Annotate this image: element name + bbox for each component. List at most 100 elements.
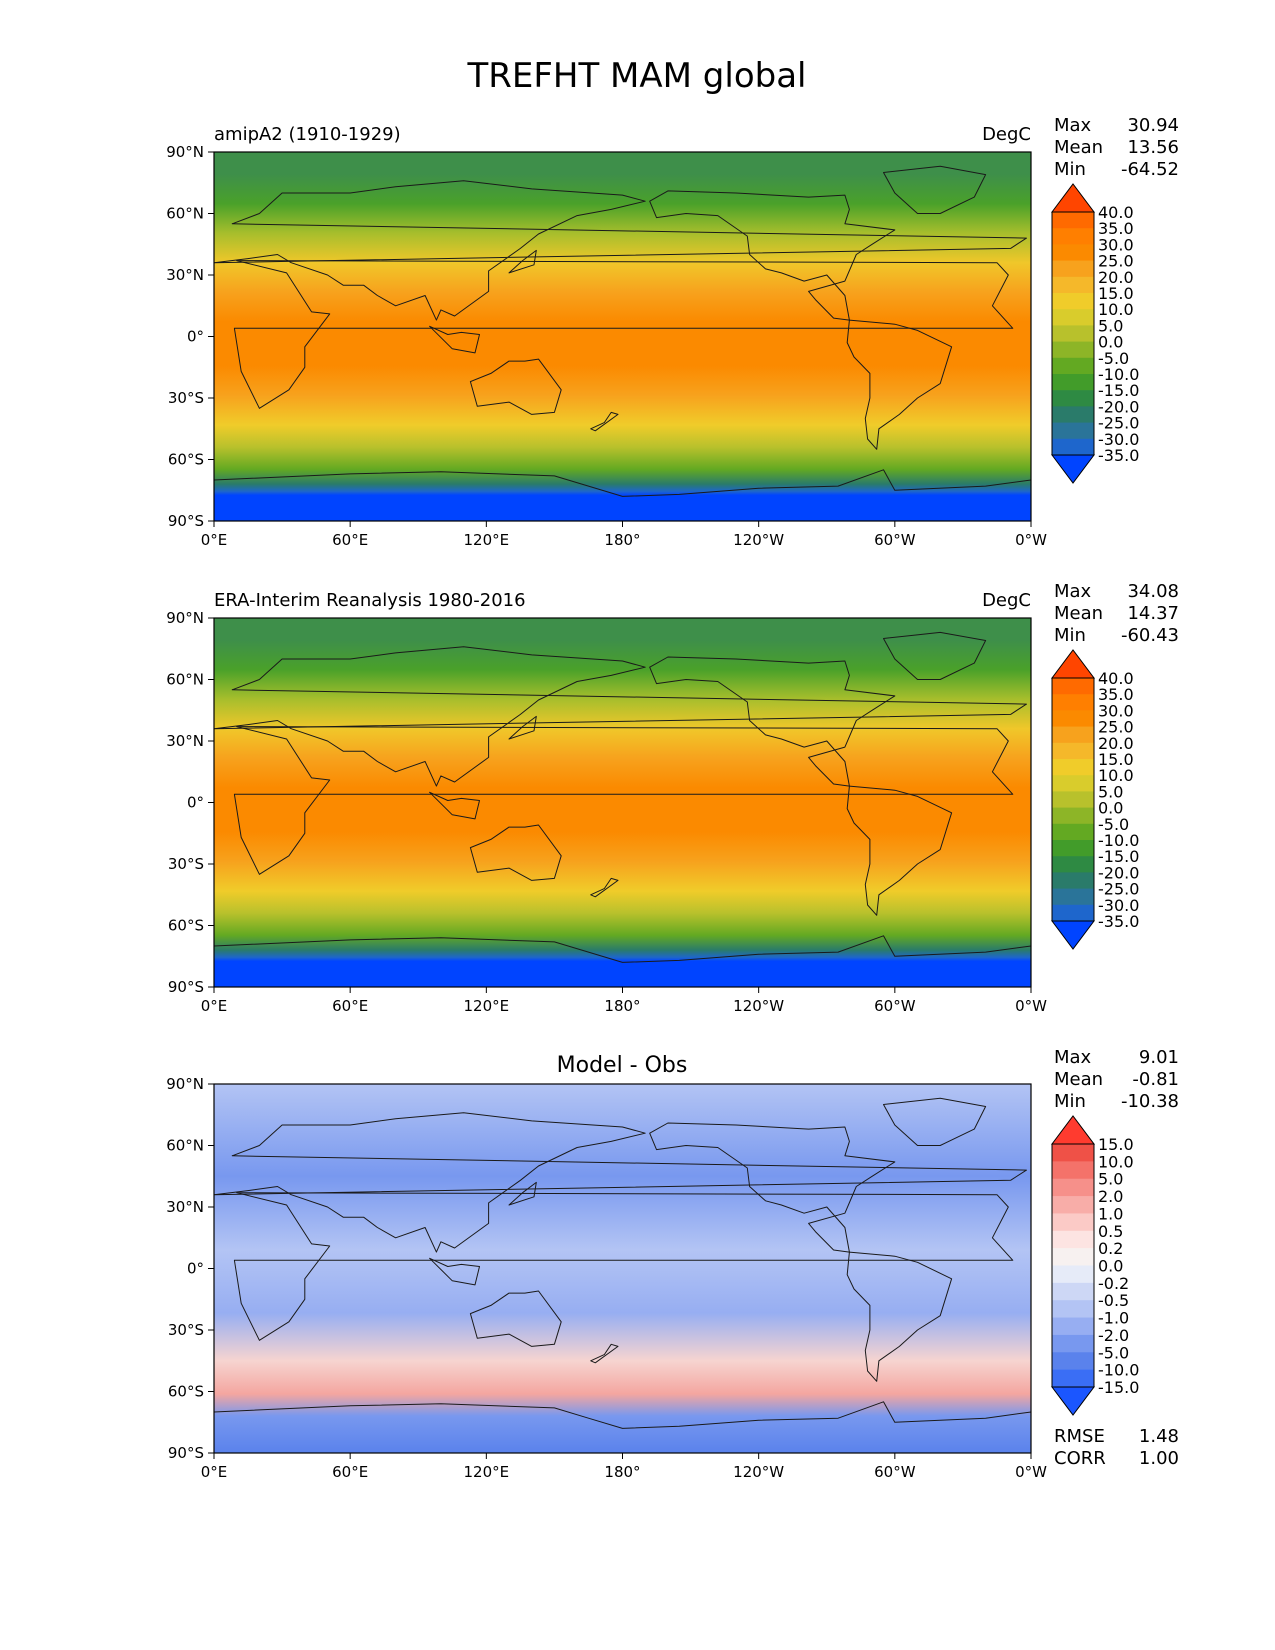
lat-tick-label: 30°N xyxy=(166,266,204,284)
colorbar-segment xyxy=(1052,775,1094,792)
lat-tick-label: 0° xyxy=(187,328,204,346)
colorbar-segment xyxy=(1052,212,1094,229)
coastline-2 xyxy=(469,1290,562,1347)
colorbar-level-label: 15.0 xyxy=(1098,750,1134,769)
lon-tick-label: 180° xyxy=(604,531,640,549)
colorbar-segment xyxy=(1052,406,1094,424)
lon-tick-label: 60°E xyxy=(332,997,368,1015)
colorbar-level-label: -15.0 xyxy=(1098,1378,1139,1397)
colorbar-frame xyxy=(1051,211,1095,456)
coastline-3 xyxy=(649,190,896,321)
panel-center-title: Model - Obs xyxy=(557,1053,688,1078)
panel-left-title: ERA-Interim Reanalysis 1980-2016 xyxy=(214,590,526,611)
continent-outlines-model xyxy=(213,165,1032,522)
colorbar-frame xyxy=(1051,1143,1095,1388)
colorbar-segment xyxy=(1052,309,1094,326)
colorbar-segment xyxy=(1052,293,1094,310)
lon-tick-label: 180° xyxy=(604,997,640,1015)
colorbar-segment xyxy=(1052,840,1094,857)
coastline-1 xyxy=(213,646,1027,787)
coastline-8 xyxy=(508,249,537,274)
colorbar-extend-top xyxy=(1051,1115,1095,1145)
colorbar-level-label: -10.0 xyxy=(1098,365,1139,384)
colorbar-extend-top xyxy=(1051,183,1095,213)
coastline-9 xyxy=(429,325,480,354)
lon-tick-label: 60°E xyxy=(332,1463,368,1481)
stat-value: 34.08 xyxy=(1127,581,1179,602)
coastline-3 xyxy=(649,1122,896,1253)
colorbar-segment xyxy=(1052,904,1094,922)
coastline-0 xyxy=(233,1192,1014,1341)
figure-title: TREFHT MAM global xyxy=(466,56,806,96)
stat-value: -60.43 xyxy=(1121,625,1179,646)
colorbar-level-label: 0.5 xyxy=(1098,1222,1123,1241)
colorbar-segment xyxy=(1052,1144,1094,1162)
colorbar-level-label: 15.0 xyxy=(1098,284,1134,303)
coastline-7 xyxy=(590,1343,619,1364)
colorbar-segment xyxy=(1052,823,1094,841)
colorbar-segment xyxy=(1052,1196,1094,1214)
colorbar-segment xyxy=(1052,856,1094,873)
extra-stat-value: 1.00 xyxy=(1139,1448,1179,1469)
colorbar-level-label: -0.5 xyxy=(1098,1291,1129,1310)
colorbar-level-label: -25.0 xyxy=(1098,414,1139,433)
colorbar-level-label: 0.0 xyxy=(1098,1257,1123,1276)
extra-stat-label: RMSE xyxy=(1054,1426,1105,1447)
lon-tick-label: 60°W xyxy=(874,997,916,1015)
colorbar-segment xyxy=(1052,678,1094,695)
lon-tick-label: 120°E xyxy=(464,1463,510,1481)
coastline-7 xyxy=(590,877,619,898)
coastline-7 xyxy=(590,411,619,432)
stat-label: Mean xyxy=(1054,137,1103,158)
colorbar-segment xyxy=(1052,1317,1094,1336)
stat-value: 14.37 xyxy=(1127,603,1179,624)
colorbar-level-label: 0.0 xyxy=(1098,333,1123,352)
colorbar-segment xyxy=(1052,341,1094,359)
colorbar-segment xyxy=(1052,276,1094,294)
lat-tick-label: 30°S xyxy=(168,389,204,407)
colorbar-segment xyxy=(1052,1161,1094,1180)
colorbar-level-label: 0.2 xyxy=(1098,1239,1123,1258)
lat-tick-label: 90°N xyxy=(166,609,204,627)
lon-tick-label: 180° xyxy=(604,1463,640,1481)
panel-obs: ERA-Interim Reanalysis 1980-2016 DegC xyxy=(213,590,1032,988)
coastline-4 xyxy=(846,319,953,450)
coastline-3 xyxy=(649,656,896,787)
lon-tick-label: 0°W xyxy=(1015,531,1047,549)
lat-tick-label: 90°N xyxy=(166,143,204,161)
map-field-obs xyxy=(214,618,1031,987)
colorbar-segment xyxy=(1052,228,1094,245)
colorbar-segment xyxy=(1052,1265,1094,1284)
lon-tick-label: 60°E xyxy=(332,531,368,549)
stat-value: 9.01 xyxy=(1139,1047,1179,1068)
coastline-9 xyxy=(429,1257,480,1286)
stat-label: Mean xyxy=(1054,1069,1103,1090)
colorbar-segment xyxy=(1052,791,1094,809)
colorbar-level-label: -5.0 xyxy=(1098,815,1129,834)
coastline-2 xyxy=(469,358,562,415)
colorbar-level-label: 2.0 xyxy=(1098,1187,1123,1206)
colorbar-level-label: -35.0 xyxy=(1098,446,1139,465)
lon-tick-label: 60°W xyxy=(874,1463,916,1481)
lat-tick-label: 60°N xyxy=(166,671,204,689)
colorbar-level-label: -30.0 xyxy=(1098,430,1139,449)
lat-tick-label: 60°N xyxy=(166,205,204,223)
colorbar-level-label: -30.0 xyxy=(1098,896,1139,915)
map-field-model xyxy=(214,152,1031,521)
coastline-0 xyxy=(233,726,1014,875)
continent-outlines-obs xyxy=(213,631,1032,988)
coastline-5 xyxy=(883,1097,987,1146)
colorbar-segment xyxy=(1052,872,1094,890)
stat-value: -64.52 xyxy=(1121,159,1179,180)
stat-label: Max xyxy=(1054,115,1092,136)
coastline-9 xyxy=(429,791,480,820)
colorbar-frame xyxy=(1051,677,1095,922)
colorbar-level-label: -2.0 xyxy=(1098,1326,1129,1345)
colorbar-segment xyxy=(1052,1178,1094,1197)
panel-units: DegC xyxy=(982,590,1031,611)
lat-tick-label: 90°N xyxy=(166,1075,204,1093)
lat-tick-label: 0° xyxy=(187,1260,204,1278)
panel-left-title: amipA2 (1910-1929) xyxy=(214,124,401,145)
colorbar-level-label: -5.0 xyxy=(1098,349,1129,368)
